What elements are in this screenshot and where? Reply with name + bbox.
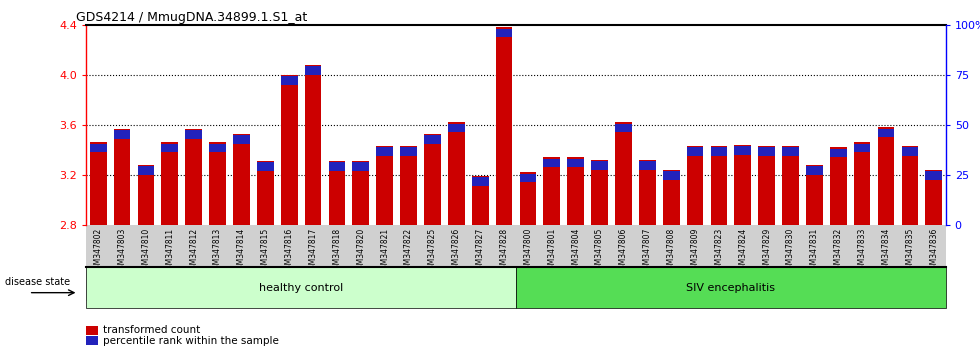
Bar xyxy=(615,122,632,225)
Bar xyxy=(902,147,918,156)
Bar xyxy=(496,27,513,225)
Bar xyxy=(878,129,895,137)
Text: percentile rank within the sample: percentile rank within the sample xyxy=(103,336,278,346)
Bar xyxy=(567,157,584,225)
Bar xyxy=(687,146,704,225)
Bar xyxy=(567,159,584,167)
Bar xyxy=(353,161,369,225)
Bar xyxy=(878,127,895,225)
Bar xyxy=(424,133,441,225)
Bar xyxy=(257,162,273,171)
Bar xyxy=(806,166,823,175)
Text: disease state: disease state xyxy=(5,276,70,286)
Bar xyxy=(376,147,393,156)
Bar xyxy=(591,160,608,225)
Bar xyxy=(662,171,679,180)
Bar xyxy=(233,133,250,225)
Text: SIV encephalitis: SIV encephalitis xyxy=(686,282,775,293)
Bar xyxy=(519,173,536,182)
Bar xyxy=(519,172,536,225)
Bar xyxy=(496,29,513,37)
Bar xyxy=(424,135,441,143)
Bar xyxy=(734,145,751,225)
Bar xyxy=(734,146,751,155)
Bar xyxy=(759,147,775,156)
Bar xyxy=(281,76,298,85)
Bar xyxy=(209,143,226,152)
Bar xyxy=(710,147,727,156)
Text: healthy control: healthy control xyxy=(259,282,343,293)
Bar xyxy=(448,122,465,225)
Bar xyxy=(830,147,847,225)
Bar xyxy=(162,142,178,225)
Bar xyxy=(305,65,321,225)
Bar xyxy=(759,146,775,225)
Bar xyxy=(353,162,369,171)
Bar xyxy=(281,75,298,225)
Bar xyxy=(400,146,416,225)
Bar xyxy=(639,160,656,225)
Bar xyxy=(854,142,870,225)
Text: transformed count: transformed count xyxy=(103,325,200,335)
Bar xyxy=(328,162,345,171)
Bar xyxy=(925,170,942,225)
Bar xyxy=(662,170,679,225)
Bar xyxy=(90,143,107,152)
Bar xyxy=(471,176,488,225)
Bar xyxy=(90,142,107,225)
Bar xyxy=(209,142,226,225)
Bar xyxy=(137,166,154,175)
Bar xyxy=(400,147,416,156)
Bar xyxy=(376,146,393,225)
Bar xyxy=(639,161,656,170)
Text: GDS4214 / MmugDNA.34899.1.S1_at: GDS4214 / MmugDNA.34899.1.S1_at xyxy=(76,11,308,24)
Bar xyxy=(782,147,799,156)
Bar xyxy=(328,161,345,225)
Bar xyxy=(544,159,561,167)
Bar xyxy=(233,135,250,143)
Bar xyxy=(615,124,632,132)
Bar xyxy=(448,124,465,132)
Bar xyxy=(544,157,561,225)
Bar xyxy=(854,143,870,152)
Bar xyxy=(471,177,488,186)
Bar xyxy=(257,161,273,225)
Bar xyxy=(185,129,202,225)
Bar xyxy=(114,129,130,225)
Bar xyxy=(137,165,154,225)
Bar xyxy=(687,147,704,156)
Bar xyxy=(902,146,918,225)
Bar xyxy=(710,146,727,225)
Bar xyxy=(185,130,202,138)
Bar xyxy=(591,161,608,170)
Bar xyxy=(830,149,847,157)
Bar xyxy=(925,171,942,180)
Bar xyxy=(162,143,178,152)
Bar xyxy=(305,66,321,75)
Bar xyxy=(114,130,130,138)
Bar xyxy=(782,146,799,225)
Bar xyxy=(806,165,823,225)
